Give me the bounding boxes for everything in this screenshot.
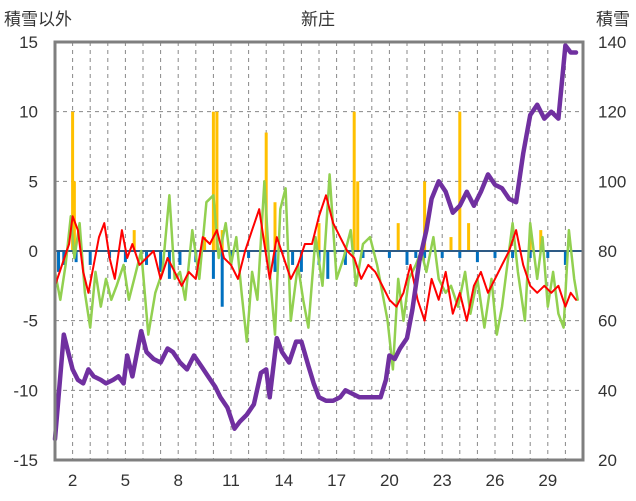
x-tick-label: 23 bbox=[433, 471, 452, 490]
right-axis-ticks: 140 120 100 80 60 40 20 bbox=[598, 33, 626, 470]
snowfall-bar bbox=[405, 251, 409, 265]
snowfall-bar bbox=[493, 251, 497, 258]
plot-frame bbox=[53, 40, 585, 462]
snowfall-bar bbox=[440, 251, 444, 258]
right-axis-label: 積雪 bbox=[596, 10, 630, 30]
precip-bar bbox=[467, 223, 471, 251]
series-lines bbox=[52, 43, 579, 442]
snowfall-bar bbox=[159, 251, 163, 272]
precip-bar bbox=[132, 230, 136, 251]
precip-bar bbox=[458, 111, 462, 252]
snowfall-bar bbox=[546, 251, 550, 258]
left-tick-label: 10 bbox=[19, 103, 38, 122]
snowfall-bar bbox=[167, 251, 171, 279]
x-tick-label: 20 bbox=[380, 471, 399, 490]
x-axis-ticks: 2 5 8 11 14 17 20 23 26 29 bbox=[68, 471, 557, 490]
snowfall-bar bbox=[423, 251, 427, 258]
x-tick-label: 14 bbox=[274, 471, 293, 490]
precip-bar bbox=[215, 111, 219, 252]
precip-bar bbox=[72, 181, 76, 251]
x-tick-label: 26 bbox=[486, 471, 505, 490]
snowfall-bar bbox=[326, 251, 330, 279]
snowfall-bar bbox=[458, 251, 462, 258]
precip-bar bbox=[423, 181, 427, 251]
x-tick-label: 5 bbox=[121, 471, 130, 490]
x-tick-label: 11 bbox=[222, 471, 240, 490]
left-tick-label: -5 bbox=[23, 312, 38, 331]
precip-bar bbox=[356, 181, 360, 251]
snowfall-bar bbox=[247, 251, 251, 258]
right-tick-label: 80 bbox=[598, 242, 617, 261]
x-tick-label: 17 bbox=[327, 471, 346, 490]
precip-bar bbox=[71, 111, 75, 252]
snowfall-bar bbox=[220, 251, 224, 307]
x-tick-label: 29 bbox=[538, 471, 557, 490]
snowfall-bar bbox=[291, 251, 295, 265]
precip-bar bbox=[203, 237, 207, 251]
snowfall-bar bbox=[387, 251, 391, 258]
snowfall-bar bbox=[299, 251, 303, 272]
snowfall-bar bbox=[57, 251, 61, 272]
left-tick-label: -10 bbox=[13, 381, 38, 400]
precip-bar bbox=[273, 202, 277, 251]
snowfall-bar bbox=[343, 251, 347, 265]
x-tick-label: 2 bbox=[68, 471, 77, 490]
snowfall-bar bbox=[123, 251, 127, 263]
precip-bar bbox=[539, 230, 543, 251]
left-tick-label: 0 bbox=[29, 242, 38, 261]
right-tick-label: 20 bbox=[598, 451, 617, 470]
snowfall-bar bbox=[511, 251, 515, 258]
snowfall-bar bbox=[414, 251, 418, 258]
snowfall-bar bbox=[273, 251, 277, 272]
snowfall-bar bbox=[74, 251, 78, 263]
right-tick-label: 60 bbox=[598, 312, 617, 331]
snowfall-bar bbox=[361, 251, 365, 258]
precip-bar bbox=[396, 223, 400, 251]
x-tick-label: 8 bbox=[173, 471, 182, 490]
precip-bar bbox=[449, 237, 453, 251]
precip-bar bbox=[317, 223, 321, 251]
right-tick-label: 120 bbox=[598, 103, 626, 122]
right-tick-label: 100 bbox=[598, 172, 626, 191]
snowfall-bar bbox=[211, 251, 215, 279]
chart-title: 新庄 bbox=[301, 10, 335, 30]
right-tick-label: 40 bbox=[598, 381, 617, 400]
snowfall-bar bbox=[563, 251, 567, 265]
temp-max-line bbox=[54, 194, 577, 322]
left-tick-label: 5 bbox=[29, 172, 38, 191]
snowfall-bar bbox=[528, 251, 532, 258]
snow-depth-line bbox=[52, 43, 579, 442]
left-axis-label: 積雪以外 bbox=[4, 10, 72, 30]
snowfall-bar bbox=[475, 251, 479, 263]
snowfall-bar bbox=[88, 251, 92, 265]
right-tick-label: 140 bbox=[598, 33, 626, 52]
precip-bar bbox=[352, 111, 356, 252]
temp-min-line bbox=[53, 173, 579, 371]
precip-bar bbox=[211, 111, 215, 252]
snowfall-bar bbox=[178, 251, 182, 265]
left-tick-label: -15 bbox=[13, 451, 38, 470]
left-tick-label: 15 bbox=[19, 33, 38, 52]
left-axis-ticks: 15 10 5 0 -5 -10 -15 bbox=[13, 33, 38, 470]
